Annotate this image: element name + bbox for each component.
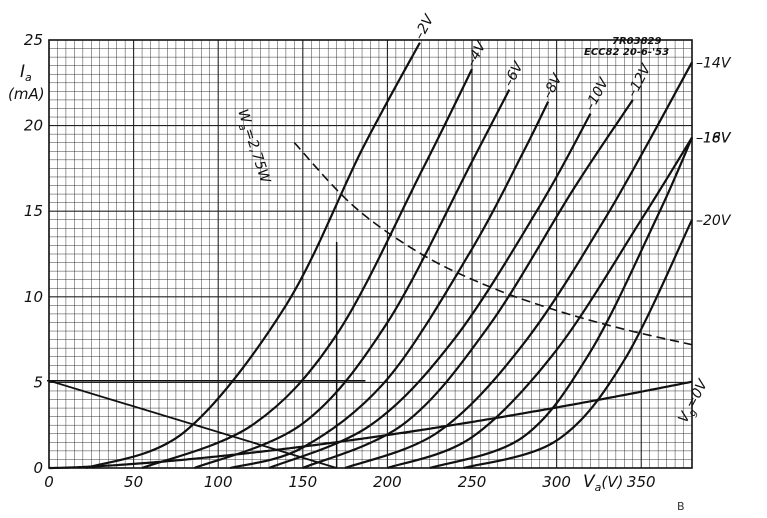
corner-mark: B xyxy=(677,500,685,513)
curve-14v xyxy=(344,61,693,470)
tube-note: ECC82 20-6-'53 xyxy=(584,47,669,58)
curve-label-9: –18V xyxy=(696,131,732,147)
max-dissipation-label-rest: =2,75W xyxy=(240,126,273,186)
load-line-overlays xyxy=(47,142,693,469)
plot-border xyxy=(48,39,693,469)
x-tick-label: 0 xyxy=(44,473,54,491)
curve-6v xyxy=(194,89,511,470)
curve-label-sub: g xyxy=(687,408,700,419)
curve-label-10: –20V xyxy=(696,213,732,229)
curve-label-5: –10V xyxy=(582,74,613,113)
curve-20v xyxy=(463,219,693,470)
x-axis-label: Va(V) xyxy=(583,472,623,494)
x-tick-labels: 0 50 100 150 200 250 300 350 xyxy=(44,473,655,491)
x-tick-label: 300 xyxy=(542,473,571,491)
x-axis-label-main: V xyxy=(583,472,596,492)
curve-label-6: –12V xyxy=(624,61,655,100)
max-dissipation-curve xyxy=(293,142,693,346)
max-dissipation-label-sub: a xyxy=(236,123,248,132)
x-tick-label: 200 xyxy=(373,473,402,491)
curve-label-1: –2V xyxy=(411,11,438,42)
y-axis-label: Ia xyxy=(20,62,32,84)
x-axis-label-sub: a xyxy=(595,481,602,494)
y-axis-label-sub: a xyxy=(25,71,32,84)
curve-label-8: –16V xyxy=(696,131,732,147)
y-tick-label: 25 xyxy=(24,31,43,49)
grid-minor xyxy=(49,40,693,468)
curve-12v xyxy=(302,99,634,470)
curve-10v xyxy=(268,113,592,470)
y-tick-label: 0 xyxy=(33,459,43,477)
y-axis-label-main: I xyxy=(20,62,25,82)
curve-16v xyxy=(387,137,693,470)
y-tick-label: 10 xyxy=(24,288,43,306)
x-tick-label: 150 xyxy=(288,473,317,491)
x-tick-label: 250 xyxy=(458,473,487,491)
curve-label-rest: =0V xyxy=(683,376,712,411)
curve-2v xyxy=(85,42,421,470)
y-axis-unit: (mA) xyxy=(8,85,45,103)
max-dissipation-label: Wa=2,75W xyxy=(231,107,273,187)
x-axis-label-unit: (V) xyxy=(601,473,623,491)
y-tick-label: 20 xyxy=(24,117,43,135)
curve-label-4: –8V xyxy=(540,70,567,101)
y-tick-label: 15 xyxy=(24,202,43,220)
plate-curves xyxy=(49,42,694,470)
curve-label-2: –4V xyxy=(463,38,490,69)
x-tick-label: 350 xyxy=(627,473,656,491)
y-tick-label: 5 xyxy=(33,373,43,391)
x-tick-label: 50 xyxy=(124,473,143,491)
curve-8v xyxy=(229,101,550,470)
curve-label-3: –6V xyxy=(501,58,528,89)
curve-18v xyxy=(429,137,694,470)
curve-vg0v xyxy=(49,380,693,470)
x-tick-label: 100 xyxy=(204,473,233,491)
curve-label-7: –14V xyxy=(696,55,732,71)
load-line xyxy=(48,379,337,469)
y-tick-labels: 0 5 10 15 20 25 xyxy=(24,31,43,477)
max-dissipation-label-main: W xyxy=(234,107,254,126)
reference-number: 7R03829 xyxy=(612,36,661,47)
